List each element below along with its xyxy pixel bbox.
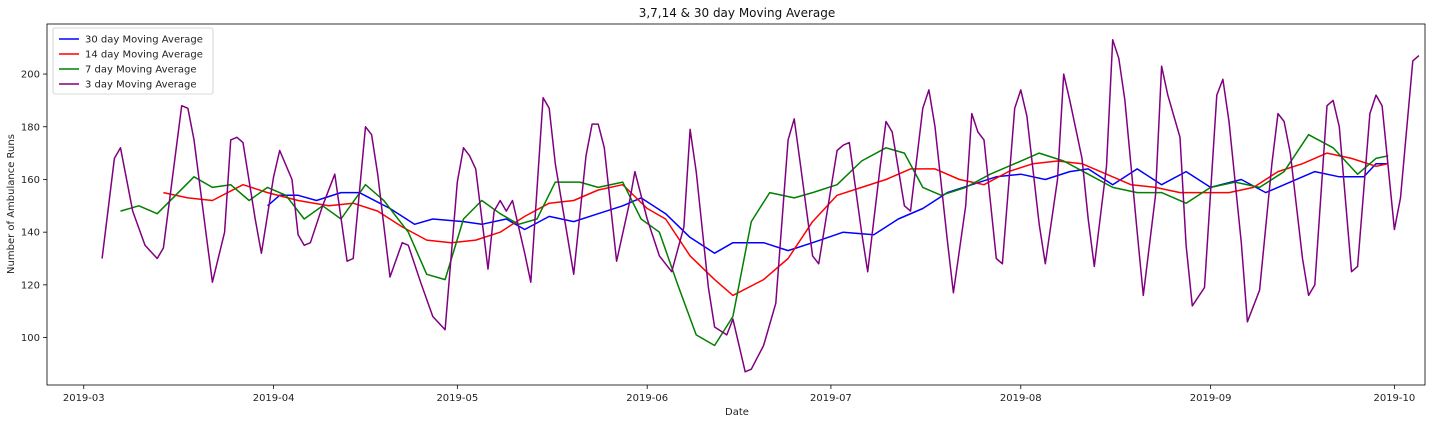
plot-frame [46,23,1426,386]
legend-entry: 7 day Moving Average [85,65,196,76]
y-tick-label: 160 [21,175,40,186]
x-tick-label: 2019-05 [436,393,478,404]
x-tick-label: 2019-08 [1000,393,1042,404]
legend-entry: 14 day Moving Average [85,50,203,61]
series-line-1 [163,152,1389,297]
y-tick-label: 100 [21,333,40,344]
plot-lines [101,39,1420,373]
x-axis: 2019-03 2019-04 2019-05 2019-06 2019-07 2019-… [63,385,1415,404]
y-tick-label: 140 [21,228,40,239]
legend: 30 day Moving Average 14 day Moving Avera… [52,27,214,95]
x-tick-label: 2019-04 [253,393,295,404]
x-tick-label: 2019-09 [1190,393,1232,404]
x-tick-label: 2019-07 [810,393,852,404]
x-axis-label: Date [725,407,749,418]
y-tick-label: 180 [21,122,40,133]
y-tick-label: 200 [21,70,40,81]
y-axis: 100 120 140 160 180 200 [21,70,47,344]
x-tick-label: 2019-06 [626,393,668,404]
chart-title: 3,7,14 & 30 day Moving Average [639,6,836,20]
x-tick-label: 2019-03 [63,393,105,404]
y-axis-label: Number of Ambulance Runs [6,134,17,274]
y-tick-label: 120 [21,280,40,291]
legend-entry: 3 day Moving Average [85,80,196,91]
legend-entry: 30 day Moving Average [85,35,203,46]
series-line-3 [101,39,1420,373]
legend-box [52,27,214,95]
x-tick-label: 2019-10 [1373,393,1415,404]
series-line-2 [120,133,1389,347]
